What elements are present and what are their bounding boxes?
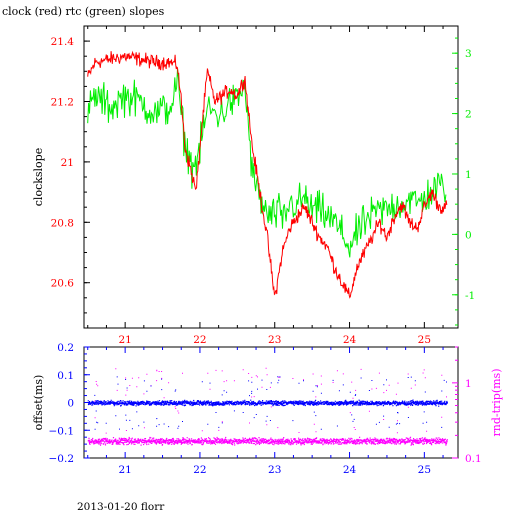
bottom-plot: 21 22 23 24 25 −0.2 −0.1 0 0.1 0.2 0.1 1 offset(ms) r… <box>32 342 503 476</box>
y2-tick-label: 1 <box>465 169 472 181</box>
y-tick-label: 0.2 <box>57 342 74 354</box>
x-tick-label: 25 <box>418 464 431 476</box>
y-tick-label: 20.6 <box>51 278 75 290</box>
x-tick-label: 23 <box>268 464 281 476</box>
x-tick-label: 22 <box>193 464 206 476</box>
x-tick-label: 24 <box>343 464 357 476</box>
chart-title: clock (red) rtc (green) slopes <box>2 5 165 18</box>
x-tick-label: 23 <box>268 334 281 346</box>
y2-tick-label: 0 <box>465 229 472 241</box>
y2-tick-label: 0.1 <box>465 453 482 465</box>
y-tick-label: 0 <box>67 398 74 410</box>
footer-label: 2013-01-20 florr <box>77 501 165 512</box>
x-tick-label: 24 <box>343 334 357 346</box>
top-plot: 21 22 23 24 2520.620.82121.221.4-10123clocks… <box>32 25 475 346</box>
x-tick-label: 21 <box>118 334 131 346</box>
x-tick-label: 21 <box>118 464 131 476</box>
y-axis-label: offset(ms) <box>32 375 45 431</box>
y-tick-label: 21.2 <box>51 97 74 109</box>
y-axis-label: clockslope <box>32 148 45 206</box>
y-tick-label: 0.1 <box>57 370 74 382</box>
y2-tick-label: 3 <box>465 48 472 60</box>
y2-tick-label: -1 <box>465 290 475 302</box>
rnd-trip-points <box>87 367 448 446</box>
offset-points <box>87 376 448 430</box>
y-tick-label: 20.8 <box>51 217 74 229</box>
y-tick-label: −0.1 <box>49 425 75 437</box>
clock-series-line <box>87 50 448 299</box>
y2-axis-label: rnd-trip(ms) <box>490 369 503 437</box>
x-tick-label: 22 <box>193 334 206 346</box>
rtc-series-line <box>87 68 447 258</box>
x-tick-label: 25 <box>418 334 431 346</box>
top-plot-frame <box>83 25 459 329</box>
y2-tick-label: 2 <box>465 109 472 121</box>
y-tick-label: 21.4 <box>51 36 75 48</box>
y2-tick-label: 1 <box>465 378 472 390</box>
y-tick-label: −0.2 <box>49 453 75 465</box>
y-tick-label: 21 <box>61 157 74 169</box>
